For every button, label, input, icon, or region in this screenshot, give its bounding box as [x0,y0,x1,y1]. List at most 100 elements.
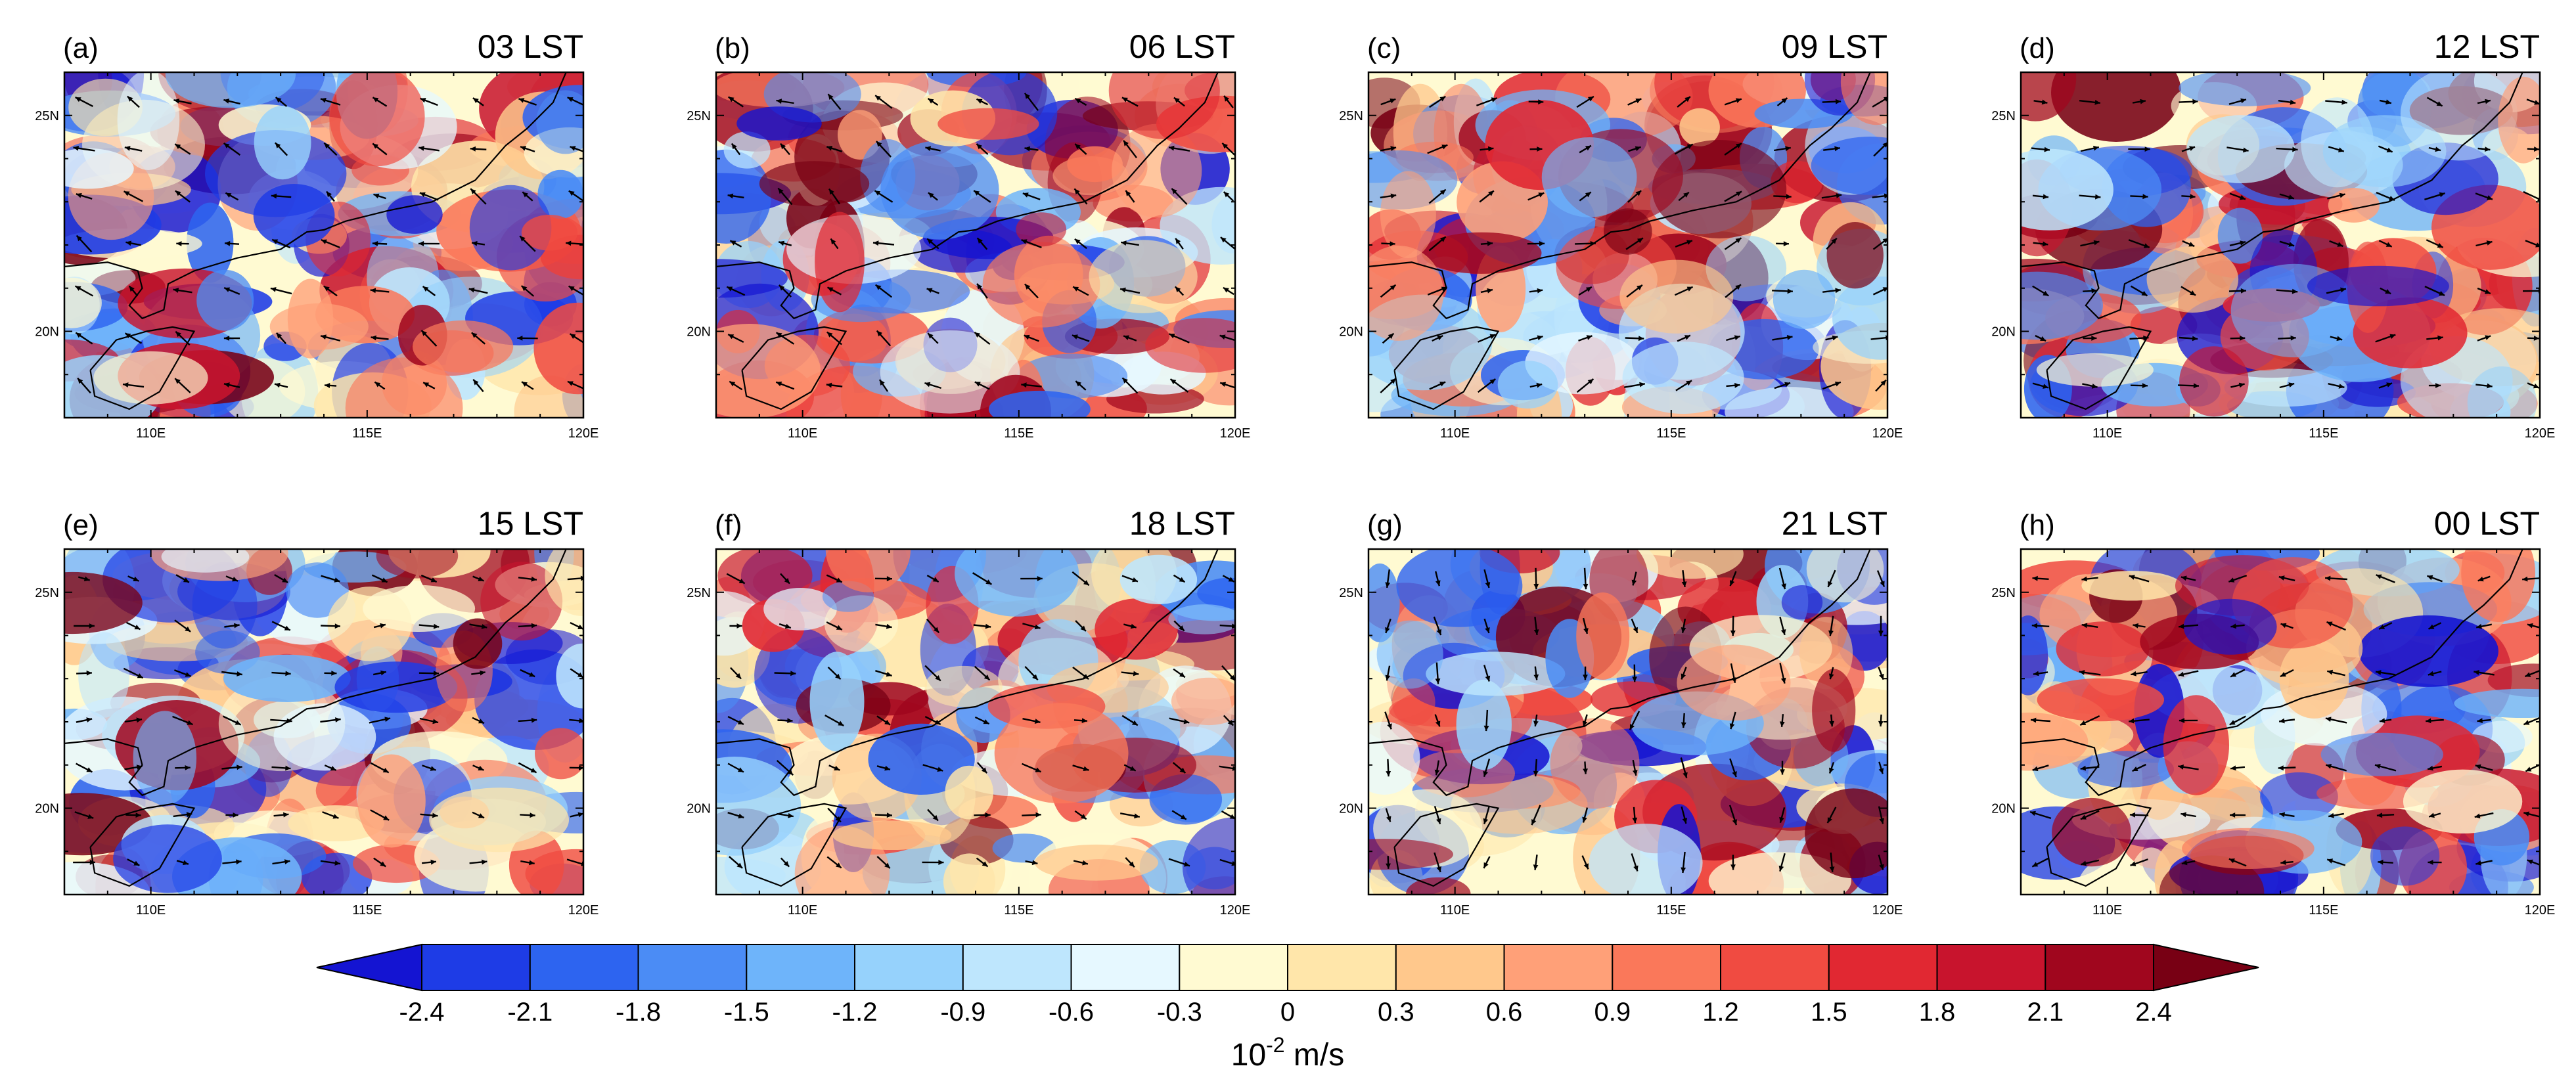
field-contour-blob [535,728,583,780]
wind-vector-head [1878,768,1884,774]
wind-vector-head [1582,816,1587,823]
panel-label: (g) [1367,509,1403,541]
wind-vector-head [2386,147,2393,152]
wind-vector-head [372,241,378,246]
x-tick-label: 115E [1656,903,1686,918]
wind-vector-head [2230,765,2236,771]
wind-vector-head [86,767,93,772]
wind-vector-head [2325,575,2331,581]
wind-vector-head [2378,859,2384,865]
wind-vector-head [76,235,82,242]
shaded-field [2021,72,2540,418]
wind-vector-head [1121,97,1128,102]
field-contour-blob [1652,140,1787,238]
wind-vector-head [383,815,390,820]
wind-vector [566,858,583,866]
field-contour-blob [1376,620,1443,689]
field-contour-blob [1541,137,1637,217]
field-contour-blob [469,185,552,271]
wind-vector-head [1632,817,1638,824]
wind-vector-head [874,190,881,196]
hainan-island [89,803,196,887]
wind-vector-head [2475,764,2481,770]
wind-vector-head [237,671,242,677]
wind-vector-head [2428,671,2434,677]
wind-vector-head [529,672,535,677]
x-tick-label: 115E [352,903,382,918]
wind-vector-head [334,860,340,866]
wind-vector-head [2439,192,2445,198]
wind-vector-head [2428,860,2433,865]
wind-vector-head [2080,720,2087,725]
wind-vector-head [884,719,891,725]
wind-vector-head [1223,192,1230,198]
hainan-island [2046,326,2152,410]
panel-label: (f) [715,509,742,541]
wind-vector-head [727,193,734,199]
wind-vector-head [1639,382,1645,388]
wind-vector-head [1035,812,1041,818]
y-tick-label: 20N [687,802,711,816]
wind-vector-head [1483,770,1488,777]
x-tick-label: 110E [2092,426,2122,441]
wind-vector-head [778,188,784,194]
y-tick-label: 25N [1991,586,2016,600]
wind-vector-head [1827,817,1832,824]
wind-vector-head [567,381,574,386]
field-contour-blob [165,72,296,108]
wind-vector-head [521,286,528,292]
wind-vector-head [875,284,882,290]
wind-vector-head [285,765,291,771]
wind-vector-head [983,675,990,680]
wind-vector-head [186,812,192,818]
wind-vector-head [2179,718,2185,723]
wind-vector-head [2533,383,2539,389]
wind-vector-head [2081,860,2087,866]
wind-vector-head [2487,195,2493,200]
colorbar-level-label: 1.5 [1811,998,1847,1027]
wind-vector-head [423,382,430,388]
wind-vector-head [1780,677,1786,684]
wind-vector-head [1080,814,1087,820]
wind-vector-head [185,626,191,632]
colorbar-level-label: 2.4 [2135,998,2172,1027]
wind-vector-head [2032,575,2038,581]
wind-vector-head [1835,99,1842,104]
field-contour-blob [1145,318,1235,373]
wind-vector-head [1583,863,1589,870]
wind-vector-head [2376,574,2382,579]
shaded-field [2021,549,2540,895]
wind-vector-head [2376,670,2382,675]
wind-vector-head [2437,242,2443,248]
x-tick-label: 120E [568,903,599,918]
wind-vector-head [1439,96,1446,102]
x-tick-label: 115E [2309,903,2338,918]
field-contour-blob [716,259,788,298]
wind-vector-head [1681,673,1686,680]
coastline [2021,549,2523,797]
wind-vector-head [1778,865,1784,872]
field-contour-blob [1034,844,1158,881]
wind-vector-head [422,286,429,292]
wind-vector-head [737,719,744,724]
colorbar-box [1828,944,1938,991]
wind-vector-head [835,673,841,680]
field-contour-blob [2081,571,2182,601]
panel-time-title: 03 LST [478,28,583,65]
wind-vector-head [185,765,191,770]
wind-vector-head [876,141,882,147]
field-contour-blob [1016,212,1067,247]
wind-vector-head [2240,195,2246,200]
wind-vector-head [2435,146,2441,152]
x-tick-label: 110E [788,903,817,918]
x-tick-label: 110E [136,903,166,918]
wind-vector-head [1828,673,1834,680]
wind-vector-head [1730,580,1735,587]
wind-vector-head [2240,98,2246,104]
hainan-island [89,326,196,410]
field-contour-blob [1497,361,1558,409]
coastline [1368,72,1871,320]
wind-vector-head [1390,241,1395,246]
wind-vector-head [1386,771,1391,777]
wind-vector-head [1631,579,1637,586]
